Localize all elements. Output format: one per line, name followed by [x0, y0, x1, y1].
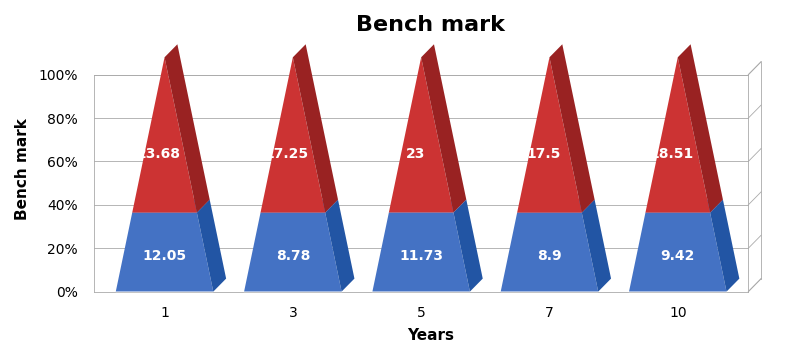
Polygon shape [260, 57, 325, 213]
Polygon shape [244, 213, 342, 292]
Polygon shape [421, 44, 466, 212]
Text: 17.5: 17.5 [526, 146, 561, 161]
Text: 8.9: 8.9 [537, 249, 562, 263]
Title: Bench mark: Bench mark [357, 15, 505, 35]
Polygon shape [325, 199, 354, 292]
Polygon shape [645, 57, 710, 213]
Polygon shape [454, 199, 483, 292]
Polygon shape [389, 199, 466, 212]
Polygon shape [260, 199, 338, 213]
Polygon shape [645, 199, 723, 213]
Polygon shape [517, 57, 581, 213]
Polygon shape [372, 212, 470, 292]
Text: 23.68: 23.68 [136, 146, 181, 161]
Polygon shape [389, 57, 454, 212]
Polygon shape [678, 44, 723, 213]
Polygon shape [501, 213, 598, 292]
Y-axis label: Bench mark: Bench mark [15, 118, 30, 220]
Text: 17.25: 17.25 [265, 146, 309, 161]
Polygon shape [710, 199, 739, 292]
Text: 8.78: 8.78 [275, 249, 310, 263]
Text: 12.05: 12.05 [143, 249, 187, 263]
Polygon shape [116, 213, 213, 292]
Polygon shape [629, 213, 727, 292]
Polygon shape [293, 44, 338, 213]
X-axis label: Years: Years [407, 328, 454, 343]
Polygon shape [517, 200, 595, 213]
Polygon shape [133, 57, 196, 213]
Polygon shape [549, 44, 595, 213]
Text: 11.73: 11.73 [399, 249, 443, 263]
Polygon shape [196, 199, 226, 292]
Polygon shape [581, 200, 611, 292]
Text: 18.51: 18.51 [649, 146, 694, 161]
Text: 9.42: 9.42 [660, 249, 695, 263]
Polygon shape [165, 44, 210, 213]
Polygon shape [133, 199, 210, 213]
Text: 23: 23 [406, 146, 424, 160]
